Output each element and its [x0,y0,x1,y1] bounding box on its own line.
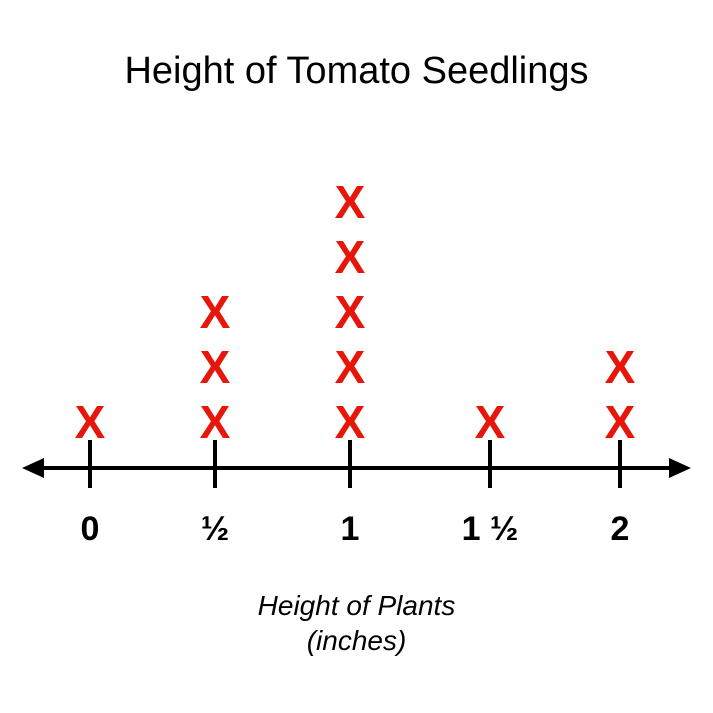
axis-title-line2: (inches) [307,625,407,656]
data-mark: X [335,289,366,335]
data-mark: X [200,289,231,335]
axis-title-line1: Height of Plants [258,590,456,621]
data-mark: X [75,399,106,445]
data-mark: X [200,344,231,390]
data-mark: X [335,399,366,445]
axis-tick-label: ½ [201,510,229,549]
axis-tick-label: 2 [611,510,630,549]
data-mark: X [605,344,636,390]
data-mark: X [335,234,366,280]
data-mark: X [475,399,506,445]
data-mark: X [605,399,636,445]
axis-tick-label: 0 [81,510,100,549]
data-mark: X [200,399,231,445]
data-mark: X [335,179,366,225]
axis-tick-label: 1 ½ [462,510,519,549]
axis-line [42,466,671,470]
axis-arrow-left-icon [22,458,44,478]
axis-title: Height of Plants (inches) [0,588,713,658]
axis-arrow-right-icon [669,458,691,478]
axis-tick-label: 1 [341,510,360,549]
data-mark: X [335,344,366,390]
